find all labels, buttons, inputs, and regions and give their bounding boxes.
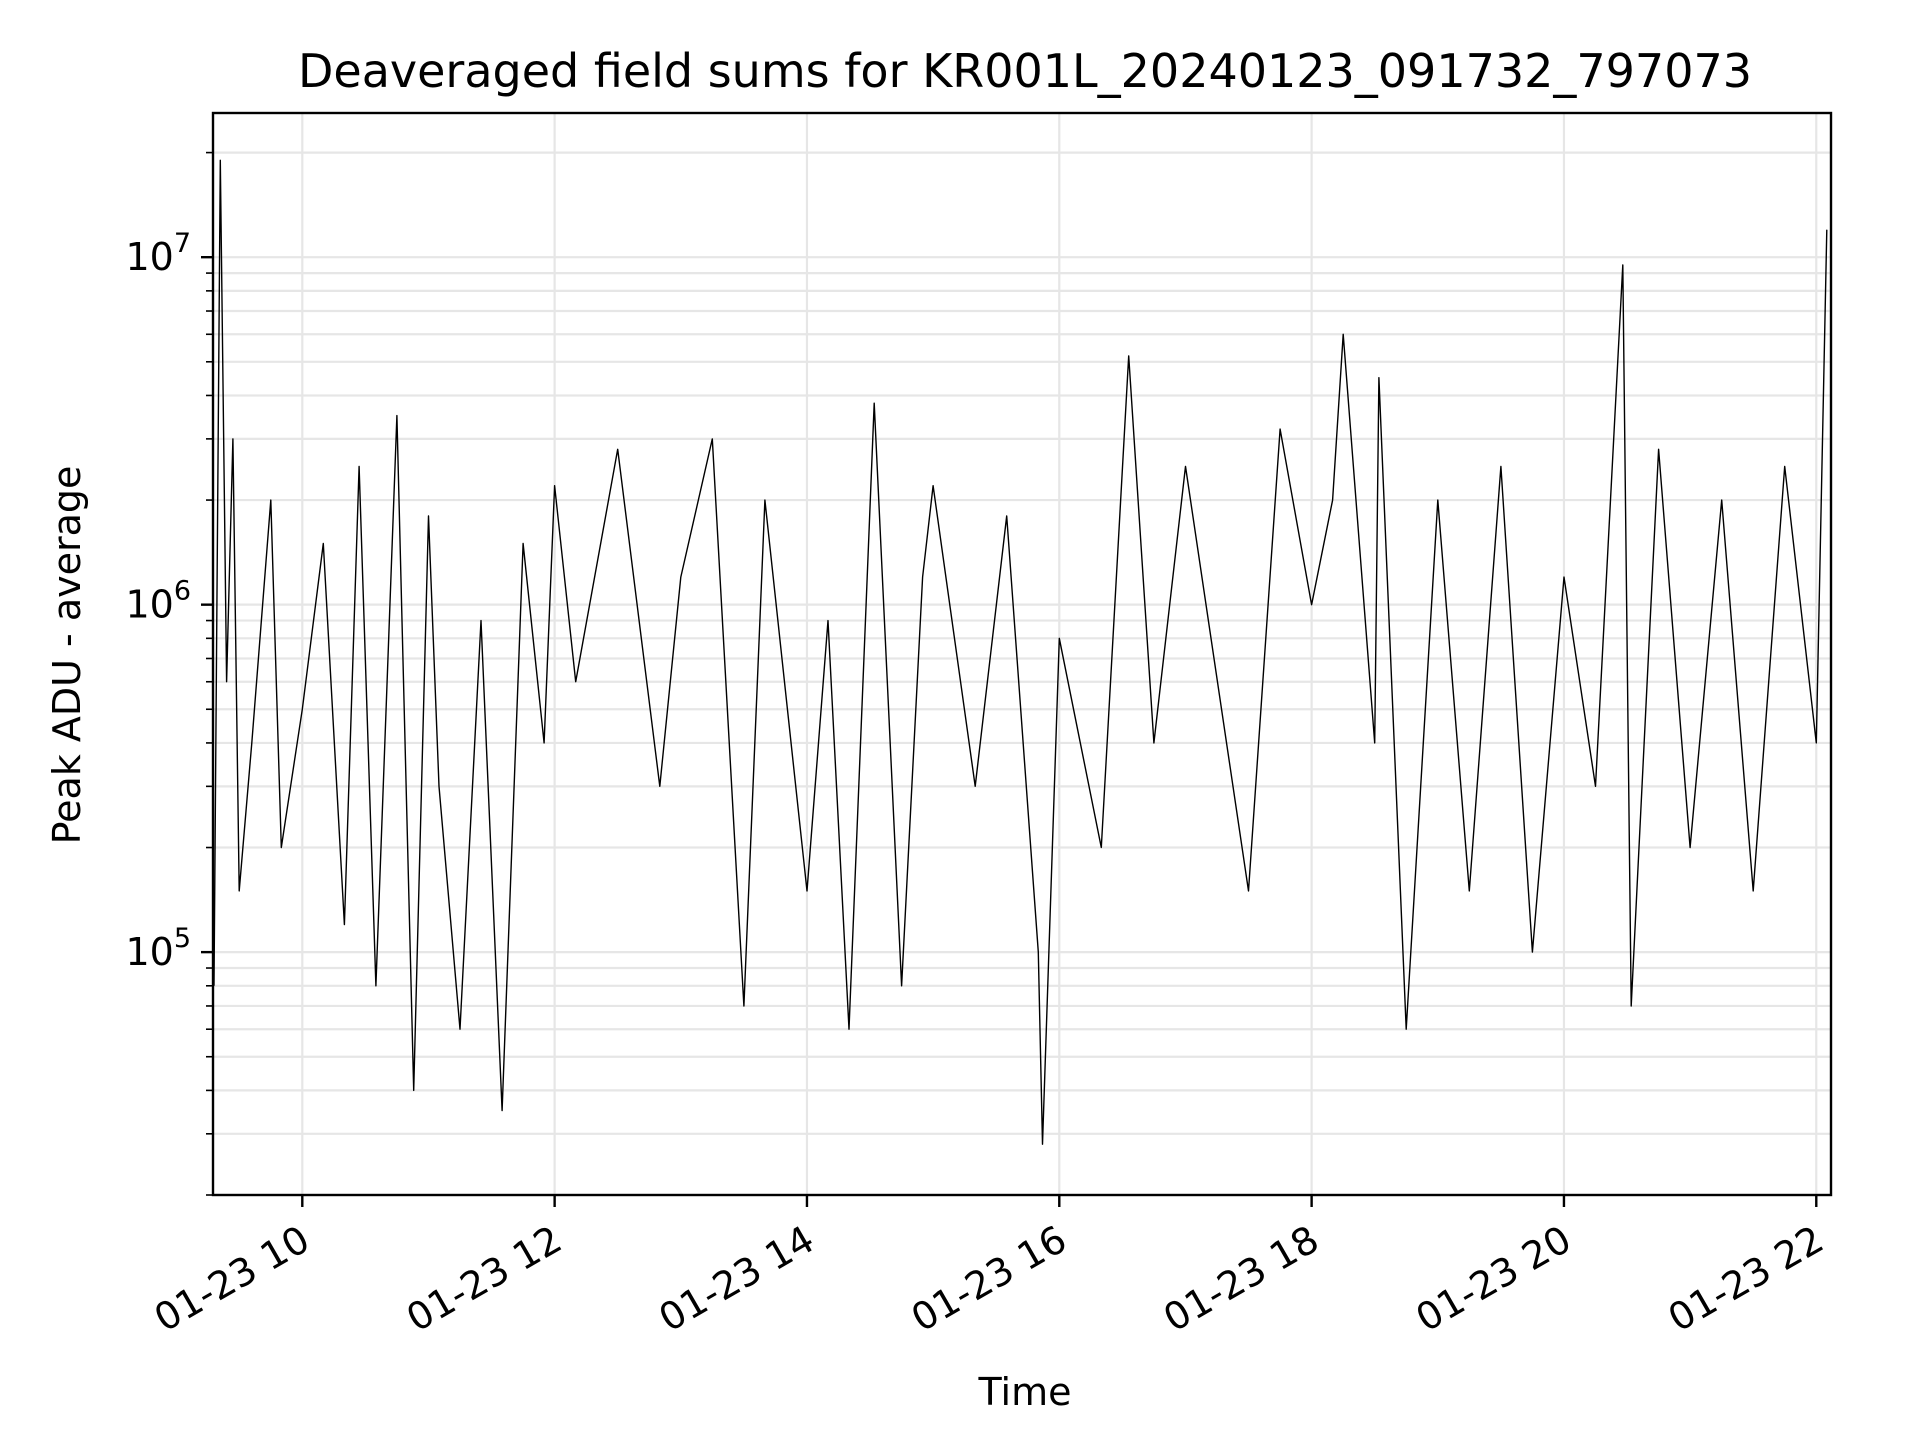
- y-tick-label: 106: [125, 576, 191, 627]
- y-tick-label-exponent: 6: [174, 576, 191, 607]
- grid-layer: [213, 113, 1831, 1197]
- y-tick-label-exponent: 7: [174, 228, 191, 259]
- y-tick-label-exponent: 5: [174, 923, 191, 954]
- chart-title: Deaveraged field sums for KR001L_2024012…: [298, 44, 1752, 98]
- y-tick-label: 107: [125, 228, 191, 279]
- x-axis-label: Time: [978, 1370, 1072, 1414]
- plot-frame: [211, 111, 1833, 1197]
- y-tick-label-base: 10: [125, 235, 173, 279]
- axes-frame-layer: [211, 111, 1833, 1197]
- series-layer: [213, 159, 1828, 1145]
- series-line: [213, 159, 1828, 1145]
- y-tick-label-base: 10: [125, 930, 173, 974]
- y-axis-label: Peak ADU - average: [45, 466, 89, 845]
- y-tick-label: 105: [125, 923, 191, 974]
- y-tick-label-base: 10: [125, 583, 173, 627]
